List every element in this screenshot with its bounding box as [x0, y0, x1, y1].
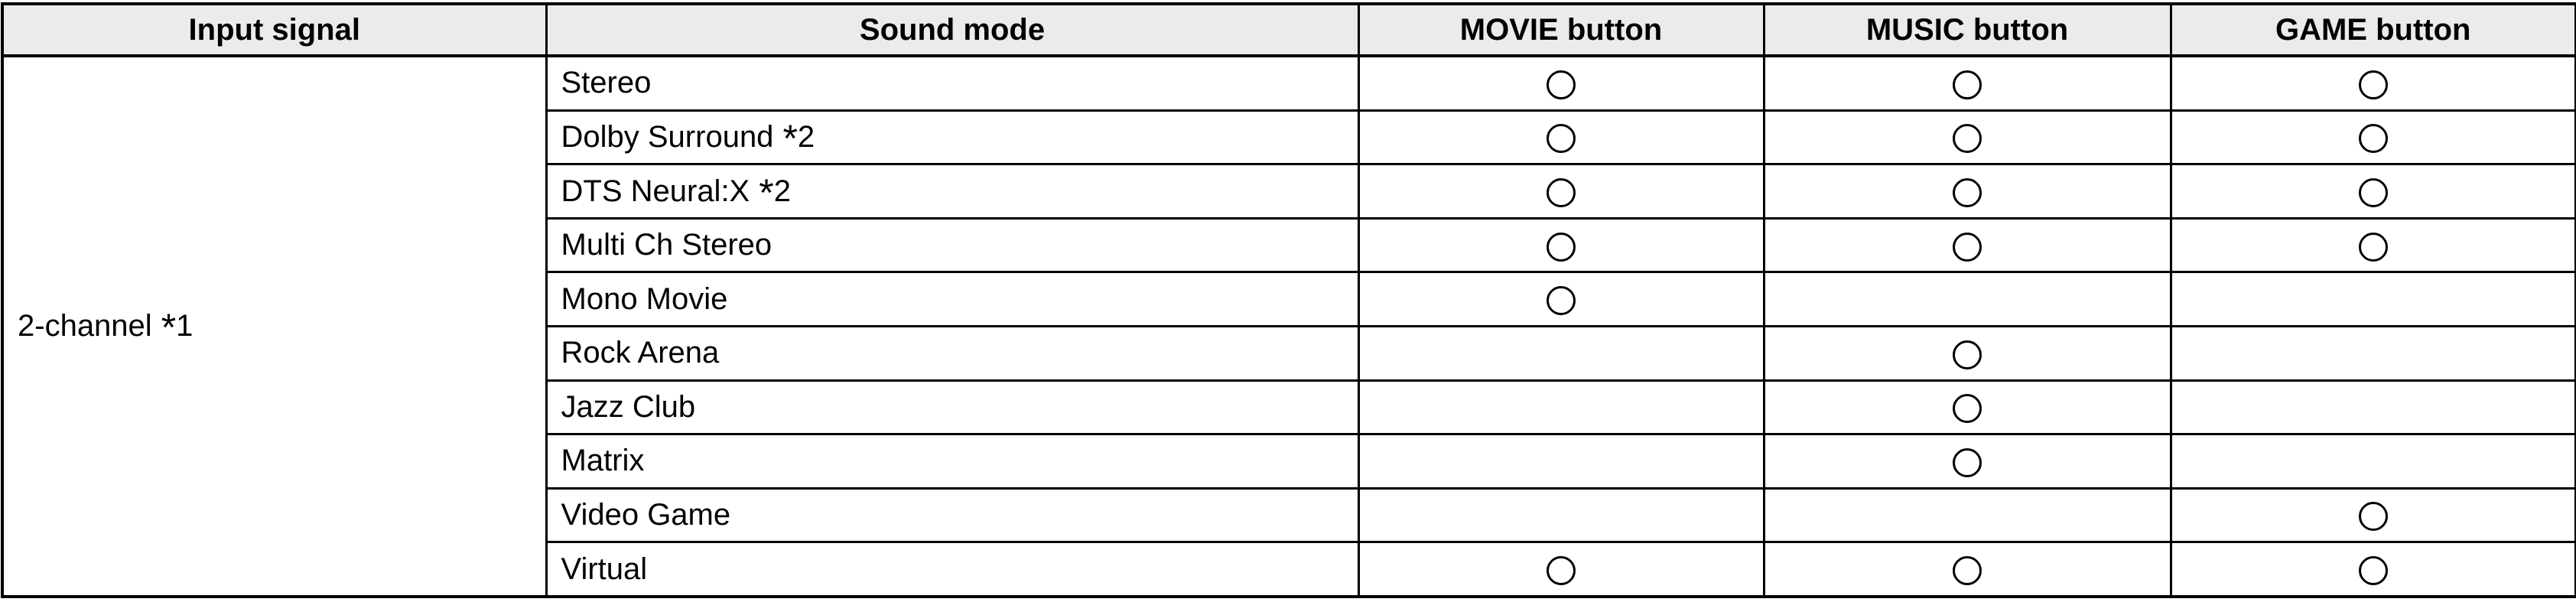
circle-mark-icon: [1953, 178, 1982, 208]
footnote-marker: *2: [759, 171, 791, 214]
table-row: Matrix: [2, 433, 2576, 490]
music-button-mark-cell: [1762, 379, 2172, 436]
sound-mode-cell: Multi Ch Stereo: [545, 216, 1360, 274]
music-button-mark-cell: [1762, 271, 2172, 327]
column-header-movie: MOVIE button: [1357, 2, 1765, 57]
sound-mode-label: Multi Ch Stereo: [561, 228, 772, 262]
circle-mark-icon: [2358, 178, 2388, 208]
movie-button-mark-cell: [1357, 379, 1765, 436]
movie-button-mark-cell: [1357, 216, 1765, 274]
music-button-mark-cell: [1762, 163, 2172, 220]
column-header-game: GAME button: [2169, 2, 2576, 57]
circle-mark-icon: [1953, 394, 1982, 424]
circle-mark-icon: [1547, 178, 1576, 208]
circle-mark-icon: [1953, 124, 1982, 154]
sound-mode-cell: Virtual: [545, 541, 1360, 598]
sound-mode-label: Matrix: [561, 444, 645, 478]
circle-mark-icon: [1547, 124, 1576, 154]
music-button-mark-cell: [1762, 541, 2172, 598]
table-row: Dolby Surround *2: [2, 109, 2576, 166]
circle-mark-icon: [1547, 232, 1576, 262]
sound-mode-label: DTS Neural:X: [561, 174, 750, 208]
game-button-mark-cell: [2169, 433, 2576, 490]
game-button-mark-cell: [2169, 54, 2576, 112]
footnote-marker: *2: [782, 117, 815, 161]
circle-mark-icon: [2358, 502, 2388, 532]
sound-mode-cell: Jazz Club: [545, 379, 1360, 436]
table-row: 2-channel *1 Stereo: [1, 54, 2576, 598]
circle-mark-icon: [1547, 70, 1576, 99]
sound-mode-label: Virtual: [561, 552, 648, 586]
movie-button-mark-cell: [1357, 271, 1765, 327]
column-header-input_signal: Input signal: [1, 2, 548, 57]
circle-mark-icon: [1547, 286, 1576, 316]
music-button-mark-cell: [1762, 109, 2172, 166]
sound-mode-cell: Mono Movie: [545, 271, 1360, 327]
table-row: Video Game: [2, 486, 2576, 544]
circle-mark-icon: [1953, 556, 1982, 586]
movie-button-mark-cell: [1357, 433, 1765, 490]
circle-mark-icon: [1953, 70, 1982, 99]
game-button-mark-cell: [2169, 541, 2576, 598]
sound-mode-cell: Rock Arena: [545, 324, 1360, 382]
sound-mode-cell: Matrix: [545, 433, 1360, 490]
table-row: Rock Arena: [2, 324, 2576, 382]
movie-button-mark-cell: [1357, 109, 1765, 166]
music-button-mark-cell: [1762, 433, 2172, 490]
table-row: Mono Movie: [2, 271, 2576, 327]
sound-mode-label: Stereo: [561, 66, 652, 100]
circle-mark-icon: [2358, 124, 2388, 154]
game-button-mark-cell: [2169, 163, 2576, 220]
movie-button-mark-cell: [1357, 324, 1765, 382]
circle-mark-icon: [1953, 232, 1982, 262]
column-header-music: MUSIC button: [1762, 2, 2172, 57]
sound-mode-cell: Stereo: [545, 54, 1360, 112]
circle-mark-icon: [1953, 447, 1982, 477]
table-row: Virtual: [2, 541, 2576, 598]
sound-mode-label: Mono Movie: [561, 281, 728, 316]
sound-mode-label: Video Game: [561, 497, 731, 532]
footnote-number: 1: [176, 309, 194, 343]
movie-button-mark-cell: [1357, 486, 1765, 544]
circle-mark-icon: [2358, 232, 2388, 262]
movie-button-mark-cell: [1357, 541, 1765, 598]
sound-mode-cell: DTS Neural:X *2: [545, 163, 1360, 220]
input-signal-label: 2-channel: [18, 309, 152, 343]
column-header-sound_mode: Sound mode: [545, 2, 1360, 57]
music-button-mark-cell: [1762, 324, 2172, 382]
circle-mark-icon: [1547, 556, 1576, 586]
game-button-mark-cell: [2169, 216, 2576, 274]
footnote-number: 2: [797, 120, 815, 155]
music-button-mark-cell: [1762, 216, 2172, 274]
game-button-mark-cell: [2169, 324, 2576, 382]
table-row: Jazz Club: [2, 379, 2576, 436]
sound-mode-cell: Dolby Surround *2: [545, 109, 1360, 166]
table-row: DTS Neural:X *2: [2, 163, 2576, 220]
circle-mark-icon: [1953, 340, 1982, 369]
header-row: Input signal Sound mode MOVIE button MUSIC …: [1, 2, 2576, 57]
game-button-mark-cell: [2169, 486, 2576, 544]
music-button-mark-cell: [1762, 486, 2172, 544]
sound-mode-cell: Video Game: [545, 486, 1360, 544]
game-button-mark-cell: [2169, 109, 2576, 166]
table-row: Multi Ch Stereo: [2, 216, 2576, 274]
input-signal-cell: 2-channel *1: [1, 54, 548, 598]
sound-mode-label: Rock Arena: [561, 336, 720, 370]
circle-mark-icon: [2358, 70, 2388, 99]
game-button-mark-cell: [2169, 379, 2576, 436]
movie-button-mark-cell: [1357, 163, 1765, 220]
movie-button-mark-cell: [1357, 54, 1765, 112]
footnote-marker: *1: [161, 306, 194, 349]
sound-mode-label: Jazz Club: [561, 389, 696, 424]
footnote-number: 2: [773, 174, 791, 208]
circle-mark-icon: [2358, 556, 2388, 586]
sound-mode-label: Dolby Surround: [561, 120, 774, 155]
music-button-mark-cell: [1762, 54, 2172, 112]
game-button-mark-cell: [2169, 271, 2576, 327]
